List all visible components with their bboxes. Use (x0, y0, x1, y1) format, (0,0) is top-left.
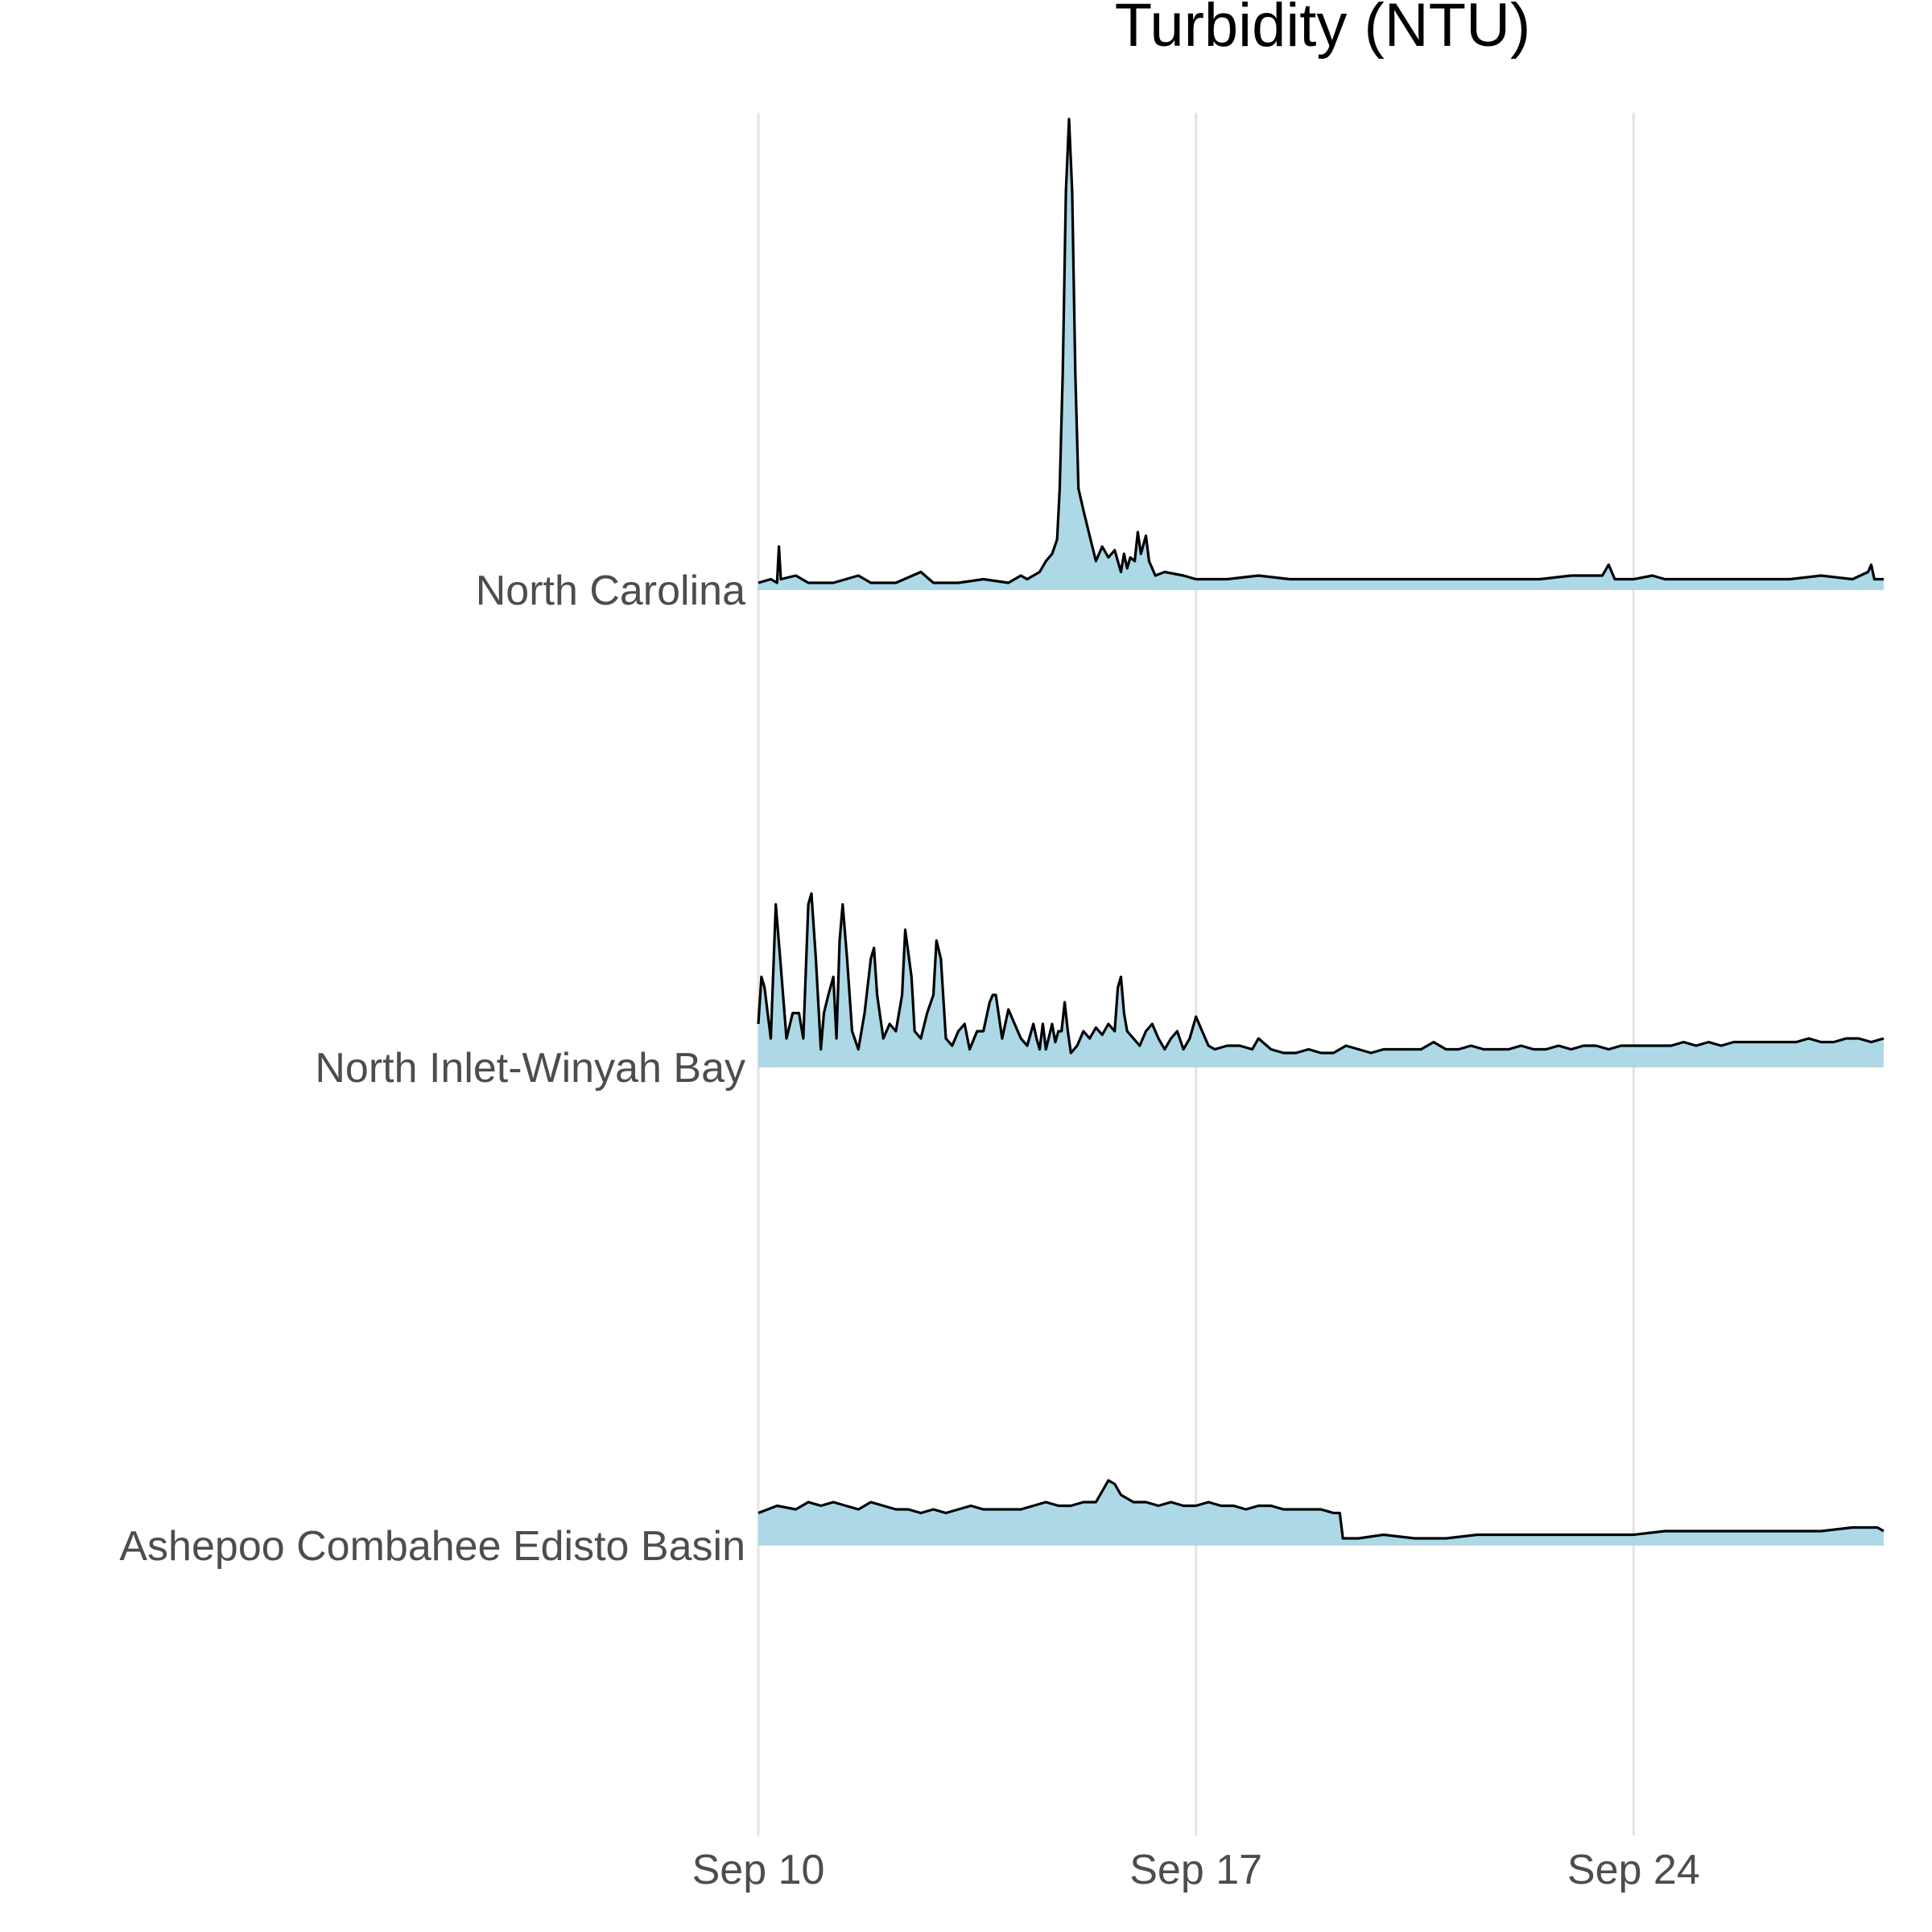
x-tick-label-2: Sep 24 (1567, 1847, 1700, 1893)
ridge-line-0 (758, 118, 1884, 584)
series-label-0: North Carolina (476, 568, 745, 614)
x-tick-label-0: Sep 10 (692, 1847, 825, 1893)
x-tick-label-1: Sep 17 (1129, 1847, 1262, 1893)
x-axis-labels: Sep 10 Sep 17 Sep 24 (692, 1847, 1700, 1893)
ridge-area-0 (758, 119, 1884, 590)
ridge-area-1 (758, 894, 1884, 1067)
ridges (757, 118, 1885, 1546)
y-axis-labels: North Carolina North Inlet-Winyah Bay Ashe… (119, 568, 745, 1570)
ridge-line-1 (757, 892, 1885, 1055)
ridge-area-2 (758, 1480, 1884, 1546)
gridlines (757, 113, 1635, 1835)
series-label-2: Ashepoo Combahee Edisto Basin (119, 1523, 745, 1570)
chart-title: Turbidity (NTU) (1115, 0, 1531, 60)
series-label-1: North Inlet-Winyah Bay (315, 1045, 745, 1092)
ridge-line-2 (758, 1479, 1885, 1540)
